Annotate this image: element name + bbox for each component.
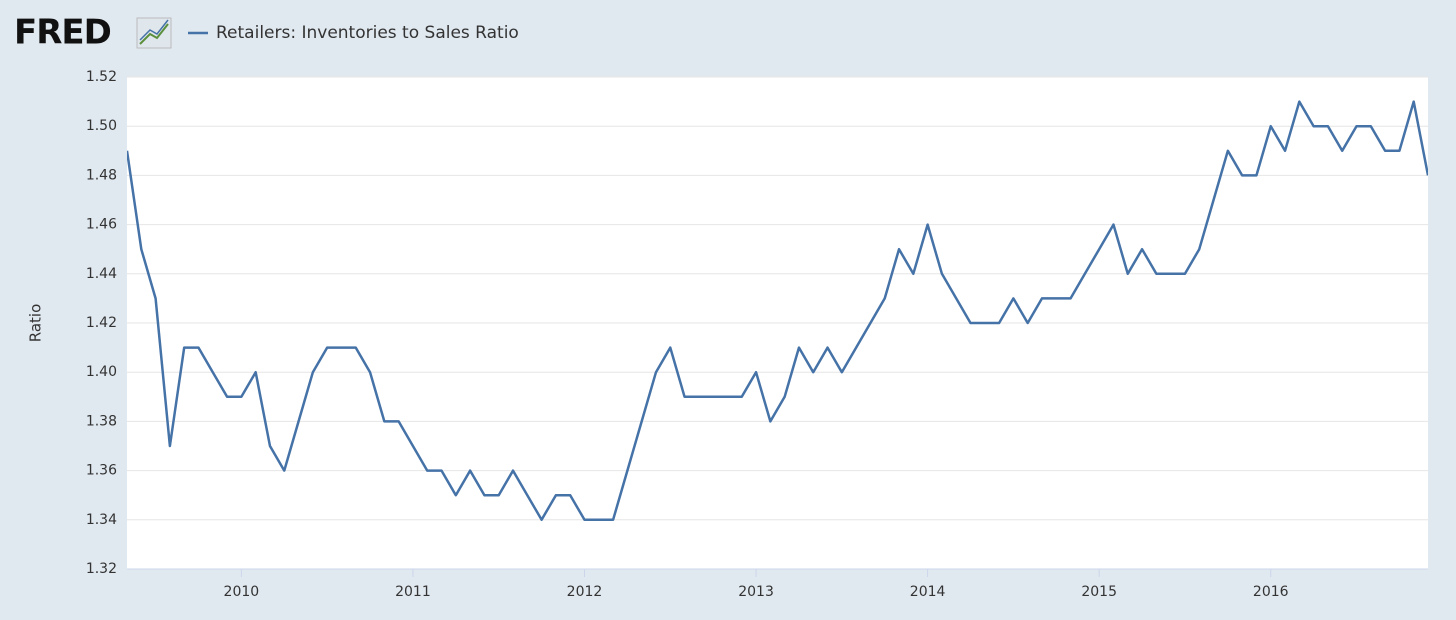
y-axis-label: Ratio <box>27 304 45 343</box>
x-tick-label: 2012 <box>567 584 603 600</box>
y-tick-label: 1.40 <box>86 364 117 380</box>
x-tick-label: 2016 <box>1253 584 1289 600</box>
y-tick-label: 1.42 <box>86 315 117 331</box>
x-tick-label: 2010 <box>224 584 260 600</box>
y-tick-label: 1.48 <box>86 167 117 183</box>
x-tick-label: 2014 <box>910 584 946 600</box>
y-tick-label: 1.46 <box>86 217 117 233</box>
x-tick-label: 2013 <box>738 584 774 600</box>
y-tick-label: 1.34 <box>86 512 117 528</box>
y-tick-label: 1.32 <box>86 561 117 577</box>
x-tick-label: 2011 <box>395 584 431 600</box>
y-tick-label: 1.50 <box>86 118 117 134</box>
y-tick-label: 1.38 <box>86 413 117 429</box>
legend-label: Retailers: Inventories to Sales Ratio <box>216 23 519 43</box>
y-tick-label: 1.52 <box>86 69 117 85</box>
y-tick-label: 1.36 <box>86 463 117 479</box>
x-tick-label: 2015 <box>1081 584 1117 600</box>
series-line <box>127 100 1428 522</box>
logo-icon <box>136 17 172 49</box>
y-tick-label: 1.44 <box>86 266 117 282</box>
logo: FRED <box>14 13 111 53</box>
